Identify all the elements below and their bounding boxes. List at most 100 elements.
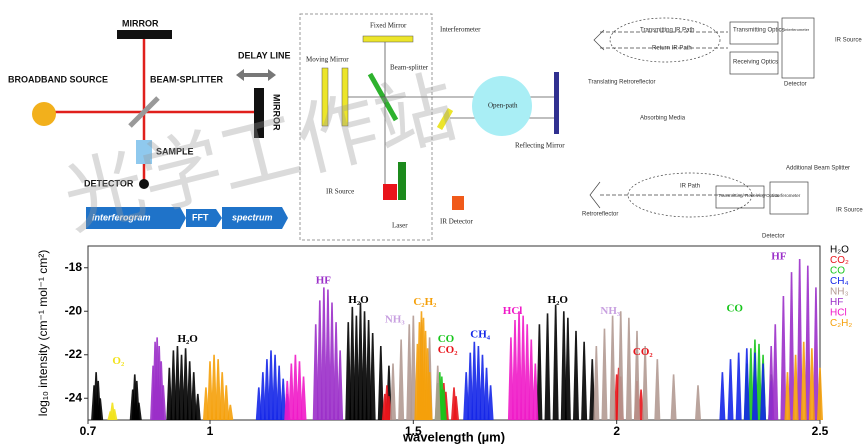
spectral-line [800, 341, 807, 420]
spectral-line [609, 315, 616, 420]
beam-splitter [128, 96, 160, 128]
spectral-line [369, 333, 376, 420]
spectral-line [280, 378, 287, 420]
delay-arrow [236, 69, 276, 81]
spectral-line [564, 317, 571, 420]
spectral-line [808, 348, 815, 420]
spectral-line [211, 354, 218, 420]
annotation: CO [726, 303, 743, 315]
label: IR Path [680, 184, 700, 190]
label: Retroreflector [582, 212, 618, 218]
spectral-line [812, 287, 819, 420]
label: spectrum [232, 212, 273, 222]
spectral-line [207, 361, 213, 420]
spectral-line [642, 346, 649, 420]
spectral-line [483, 367, 490, 420]
spectral-line [735, 352, 742, 420]
spectral-line [361, 311, 368, 420]
label: Interferometer [784, 27, 810, 32]
laser [398, 162, 406, 200]
open-path-labels: Transmitting IR Path Return IR Path Tran… [582, 27, 863, 240]
spectral-line [453, 396, 460, 420]
spectral-line [223, 385, 230, 420]
spectral-line [349, 306, 356, 420]
label: Laser [392, 222, 408, 230]
label: IR Source [835, 38, 862, 44]
spectral-line [111, 409, 118, 420]
annotation: H₂O [348, 294, 369, 306]
mirror [254, 88, 264, 138]
spectral-line [288, 363, 295, 420]
annotation: CO₂ [633, 346, 654, 358]
mirror [436, 107, 454, 131]
x-tick-label: 2.5 [812, 424, 829, 438]
spectral-line [333, 322, 340, 420]
spectral-line [398, 339, 405, 420]
label: BEAM-SPLITTER [150, 74, 223, 84]
label: Beam-splitter [390, 64, 429, 72]
spectral-line [268, 350, 274, 420]
spectral-line [670, 374, 677, 420]
spectral-line [365, 319, 372, 420]
sample [136, 140, 152, 164]
spectral-line [581, 341, 588, 420]
legend-entry: H₂O [830, 245, 849, 256]
spectral-line [390, 363, 396, 420]
label: Interferometer [440, 26, 481, 34]
x-axis-label: wavelength (µm) [402, 429, 505, 444]
label: IR Detector [440, 218, 474, 226]
label: DETECTOR [84, 178, 134, 188]
legend-entry: CO₂ [830, 255, 849, 266]
label: Transmitting Optics [733, 28, 784, 34]
box [715, 185, 765, 209]
label: MIRROR [122, 18, 159, 28]
legend-entry: NH₃ [830, 287, 849, 298]
spectral-line [601, 328, 608, 420]
spectral-line [475, 346, 482, 420]
label: SAMPLE [156, 146, 194, 156]
annotation: H₂O [548, 294, 569, 306]
spectral-line [573, 330, 579, 420]
label: Additional Beam Splitter [786, 166, 850, 172]
spectral-line [589, 359, 596, 420]
spectral-line [178, 354, 185, 420]
box [729, 51, 779, 75]
spectral-line [792, 354, 799, 420]
box [781, 17, 815, 79]
spectral-line [227, 404, 234, 420]
y-tick-label: -20 [65, 303, 83, 317]
label: Moving Mirror [306, 56, 349, 64]
source [32, 102, 56, 126]
michelson-diagram: MIRROR BROADBAND SOURCE BEAM-SPLITTER DE… [8, 18, 291, 229]
spectral-line [357, 302, 364, 420]
spectral-line [487, 385, 494, 420]
spectral-line [215, 359, 222, 420]
spectral-line [97, 398, 104, 420]
label: FFT [192, 212, 209, 222]
label: IR Source [326, 188, 354, 196]
label: Fixed Mirror [370, 22, 407, 30]
ir-detector [452, 196, 464, 210]
spectral-line [406, 324, 413, 420]
spectral-line [296, 361, 303, 420]
y-tick-label: -22 [65, 347, 83, 361]
label: Absorbing Media [640, 116, 686, 122]
retroreflector [589, 181, 601, 209]
spectral-line [263, 359, 270, 420]
spectral-line [312, 324, 319, 420]
spectral-line [434, 365, 441, 420]
spectral-line [410, 315, 417, 420]
spectral-line [654, 359, 661, 420]
spectral-line [190, 372, 197, 420]
label: BROADBAND SOURCE [8, 74, 108, 84]
legend-entry: CO [830, 266, 845, 277]
ftir-diagram: Fixed Mirror Interferometer Moving Mirro… [299, 13, 565, 241]
spectral-line [788, 272, 795, 420]
x-tick-label: 0.7 [80, 424, 97, 438]
x-tick-label: 1 [207, 424, 214, 438]
open-path-diagram [589, 17, 815, 218]
spectral-line [719, 372, 726, 420]
spectral-line [743, 348, 750, 420]
label: Open-path [488, 102, 518, 110]
